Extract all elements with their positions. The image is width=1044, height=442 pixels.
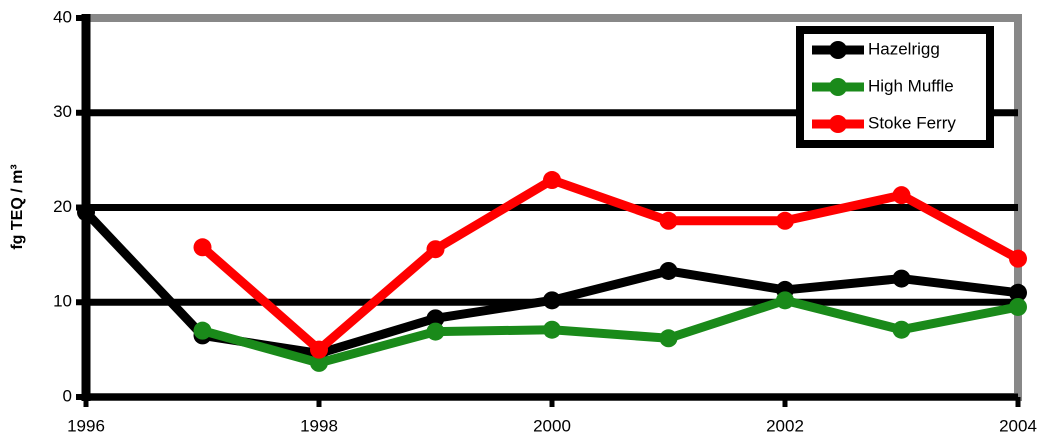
- x-tick-label: 1996: [67, 416, 105, 435]
- data-point: [659, 261, 678, 280]
- data-point: [543, 291, 561, 310]
- data-point: [892, 186, 911, 205]
- data-point: [310, 353, 328, 372]
- data-point: [1009, 297, 1027, 316]
- y-tick-label: 40: [53, 7, 72, 26]
- data-point: [543, 171, 561, 190]
- data-point: [77, 203, 95, 222]
- y-tick-label: 20: [53, 197, 72, 216]
- legend-label: High Muffle: [868, 76, 954, 95]
- data-point: [193, 321, 212, 340]
- data-point: [776, 291, 794, 310]
- x-tick-label: 1998: [300, 416, 338, 435]
- data-point: [659, 211, 678, 230]
- series-line: [201, 295, 1019, 368]
- legend-label: Stoke Ferry: [868, 113, 956, 132]
- data-point: [426, 309, 445, 328]
- y-tick-label: 30: [53, 102, 72, 121]
- legend-label: Hazelrigg: [868, 39, 940, 58]
- data-point: [543, 320, 561, 339]
- legend-marker: [829, 41, 847, 59]
- x-tick-label: 2000: [533, 416, 571, 435]
- data-point: [1009, 283, 1027, 302]
- data-point: [892, 320, 911, 339]
- data-point: [1009, 249, 1027, 268]
- data-point: [659, 329, 678, 348]
- legend-marker: [829, 78, 847, 96]
- data-point: [776, 211, 794, 230]
- series-line: [199, 175, 1021, 355]
- data-point: [426, 240, 445, 259]
- data-point: [892, 269, 911, 288]
- x-tick-label: 2004: [999, 416, 1037, 435]
- y-tick-label: 10: [53, 292, 72, 311]
- data-point: [310, 340, 328, 359]
- data-point: [426, 322, 445, 341]
- y-axis-label: fg TEQ / m³: [9, 164, 26, 249]
- legend-marker: [829, 115, 847, 133]
- x-tick-label: 2002: [766, 416, 804, 435]
- y-tick-label: 0: [63, 386, 72, 405]
- data-point: [193, 238, 212, 257]
